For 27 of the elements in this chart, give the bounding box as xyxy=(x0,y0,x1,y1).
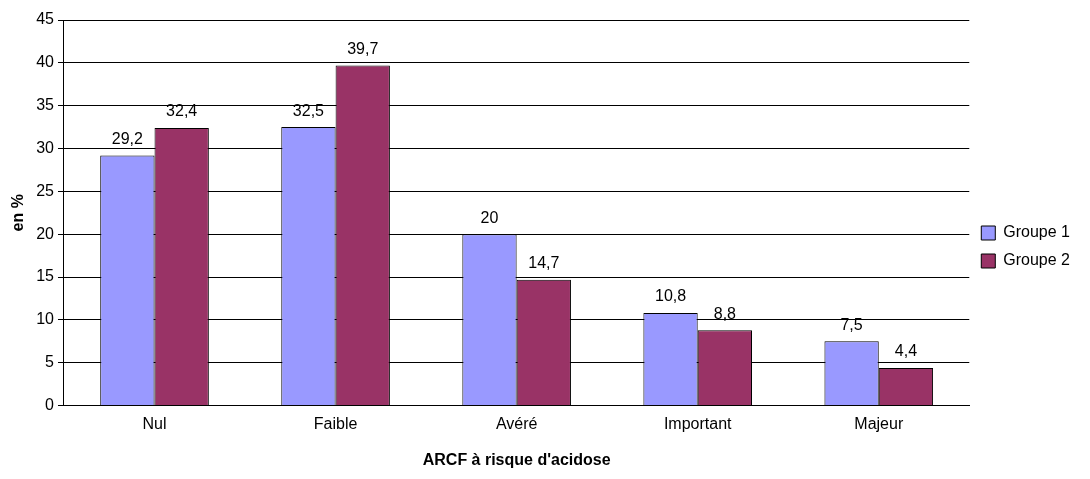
data-label: 8,8 xyxy=(713,304,737,322)
data-label: 4,4 xyxy=(894,342,918,360)
data-label: 10,8 xyxy=(654,287,687,305)
x-tick-label: Nul xyxy=(142,414,167,432)
data-label: 29,2 xyxy=(111,129,144,147)
y-tick-label: 15 xyxy=(36,267,55,285)
y-axis-title: en % xyxy=(9,194,27,232)
legend-label: Groupe 1 xyxy=(1003,223,1071,241)
y-tick-label: 25 xyxy=(36,181,55,199)
data-label: 7,5 xyxy=(840,315,863,333)
y-tick-label: 0 xyxy=(45,396,55,414)
x-tick-label: Faible xyxy=(313,414,358,432)
y-tick-label: 5 xyxy=(45,353,55,371)
data-label: 14,7 xyxy=(528,254,560,272)
x-tick-label: Majeur xyxy=(854,414,904,432)
data-label: 20 xyxy=(480,208,499,226)
legend-label: Groupe 2 xyxy=(1003,251,1071,269)
y-tick-label: 10 xyxy=(36,310,55,328)
x-tick-label: Avéré xyxy=(495,414,538,432)
x-axis-title: ARCF à risque d'acidose xyxy=(422,450,611,468)
y-tick-label: 20 xyxy=(36,224,55,242)
y-tick-label: 30 xyxy=(36,138,55,156)
y-tick-label: 40 xyxy=(36,53,55,71)
data-label: 39,7 xyxy=(347,39,379,57)
y-tick-label: 35 xyxy=(36,96,55,114)
x-tick-label: Important xyxy=(663,414,733,432)
y-tick-label: 45 xyxy=(36,10,55,28)
